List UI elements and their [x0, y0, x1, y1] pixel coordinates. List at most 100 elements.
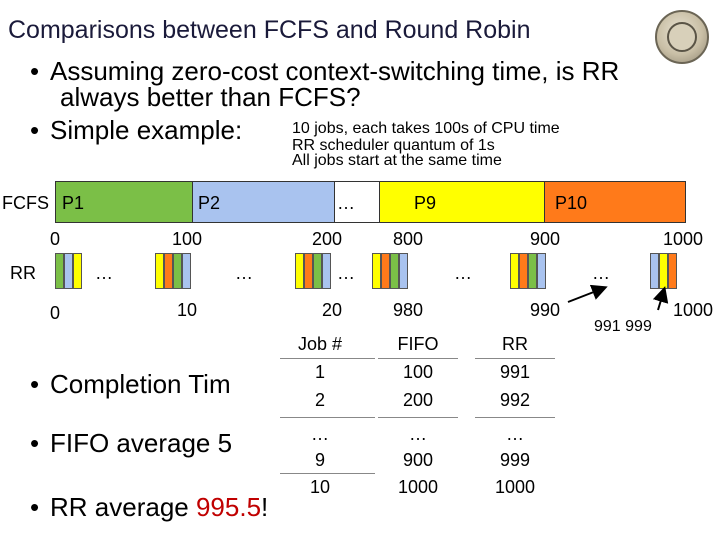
table-cell: …: [311, 424, 329, 444]
rr-quantum-slice: [295, 253, 304, 289]
bullet-1-line-1: Assuming zero-cost context-switching tim…: [50, 56, 620, 86]
fcfs-block-p9: [379, 181, 545, 223]
rr-quantum-slice: [399, 253, 408, 289]
fcfs-tick-800: 800: [393, 229, 424, 249]
table-cell: 1000: [397, 477, 439, 497]
table-divider: [378, 417, 458, 418]
rr-quantum-slice: [73, 253, 82, 289]
rr-tick-10: 10: [177, 300, 198, 320]
slide-title: Comparisons between FCFS and Round Robin: [8, 16, 531, 44]
fcfs-block-ellipsis: [334, 181, 380, 223]
bullet-completion-text: Completion Tim: [50, 369, 231, 399]
rr-quantum-slice: [164, 253, 173, 289]
rr-ellipsis-3: …: [337, 263, 355, 283]
rr-quantum-slice: [55, 253, 64, 289]
table-cell: 2: [314, 390, 325, 410]
table-header-cell: FIFO: [397, 334, 439, 354]
bullet-rr-avg: • RR average 995.5!: [30, 492, 268, 523]
fcfs-block-p10: [544, 181, 686, 223]
table-divider: [475, 417, 555, 418]
bullet-rr-avg-text: RR average: [50, 492, 196, 522]
table-cell: …: [409, 424, 427, 444]
rr-label: RR: [10, 263, 36, 283]
fcfs-p1-label: P1: [62, 193, 85, 213]
bullet-dot-icon: •: [30, 369, 40, 399]
rr-quantum-slice: [322, 253, 331, 289]
rr-tick-1000: 1000: [673, 300, 714, 320]
table-cell: 10: [309, 477, 331, 497]
rr-quantum-slice: [668, 253, 677, 289]
bullet-completion: • Completion Tim: [30, 369, 231, 400]
fcfs-block-p1: [55, 181, 193, 223]
rr-quantum-slice: [182, 253, 191, 289]
rr-average-value: 995.5: [195, 492, 262, 522]
example-detail-3: All jobs start at the same time: [292, 152, 502, 169]
table-cell: 900: [402, 450, 434, 470]
fcfs-tick-100: 100: [172, 229, 203, 249]
rr-tick-990: 990: [530, 300, 561, 320]
table-divider: [280, 417, 375, 418]
rr-quantum-slice: [537, 253, 546, 289]
table-cell: 1: [314, 362, 325, 382]
fcfs-tick-1000: 1000: [663, 229, 704, 249]
table-cell: 9: [314, 450, 325, 470]
rr-ellipsis-2: …: [235, 263, 253, 283]
fcfs-ellipsis-label: …: [337, 193, 355, 213]
university-seal-icon: [655, 10, 709, 64]
rr-tick-991-999: 991 999: [594, 318, 652, 335]
rr-quantum-slice: [381, 253, 390, 289]
rr-quantum-slice: [173, 253, 182, 289]
rr-ellipsis-4: …: [454, 263, 472, 283]
table-cell: 999: [499, 450, 531, 470]
table-cell: 200: [402, 390, 434, 410]
bullet-2-text: Simple example:: [50, 115, 243, 145]
rr-ellipsis-5: …: [592, 263, 610, 283]
bullet-fifo-avg-text: FIFO average 5: [50, 428, 233, 458]
example-detail-1: 10 jobs, each takes 100s of CPU time: [292, 120, 560, 137]
rr-quantum-slice: [390, 253, 399, 289]
rr-quantum-slice: [528, 253, 537, 289]
rr-tick-0: 0: [50, 303, 61, 323]
arrow-to-999: [652, 286, 669, 311]
rr-arrows: [567, 284, 669, 311]
rr-average-suffix: !: [261, 492, 269, 522]
table-header-cell: RR: [502, 334, 528, 354]
bullet-dot-icon: •: [30, 115, 40, 145]
table-cell: 1000: [494, 477, 536, 497]
table-cell: 100: [402, 362, 434, 382]
fcfs-tick-0: 0: [50, 229, 61, 249]
table-divider: [475, 358, 555, 359]
table-header-cell: Job #: [297, 334, 343, 354]
fcfs-block-p2: [192, 181, 335, 223]
fcfs-p10-label: P10: [555, 193, 588, 213]
bullet-dot-icon: •: [30, 492, 40, 522]
table-cell: 991: [499, 362, 531, 382]
rr-quantum-slice: [304, 253, 313, 289]
rr-quantum-slice: [519, 253, 528, 289]
bullet-dot-icon: •: [30, 56, 40, 86]
fcfs-p2-label: P2: [198, 193, 221, 213]
fcfs-label: FCFS: [2, 193, 49, 213]
table-divider: [280, 473, 375, 474]
bullet-dot-icon: •: [30, 428, 40, 458]
rr-quantum-slice: [64, 253, 73, 289]
rr-ellipsis-1: …: [95, 263, 113, 283]
fcfs-tick-200: 200: [312, 229, 343, 249]
rr-quantum-slice: [155, 253, 164, 289]
table-divider: [378, 358, 458, 359]
rr-tick-20: 20: [322, 300, 343, 320]
bullet-1: • Assuming zero-cost context-switching ti…: [30, 56, 619, 87]
rr-quantum-slice: [372, 253, 381, 289]
table-cell: …: [506, 424, 524, 444]
example-detail-2: RR scheduler quantum of 1s: [292, 137, 495, 154]
rr-quantum-slice: [510, 253, 519, 289]
fcfs-p9-label: P9: [414, 193, 437, 213]
bullet-2: • Simple example:: [30, 115, 242, 146]
table-cell: 992: [499, 390, 531, 410]
rr-quantum-slice: [313, 253, 322, 289]
bullet-1-line-2: always better than FCFS?: [60, 82, 361, 112]
table-divider: [280, 358, 375, 359]
arrow-to-991: [567, 284, 608, 303]
bullet-fifo-avg: • FIFO average 5: [30, 428, 232, 459]
fcfs-tick-900: 900: [530, 229, 561, 249]
